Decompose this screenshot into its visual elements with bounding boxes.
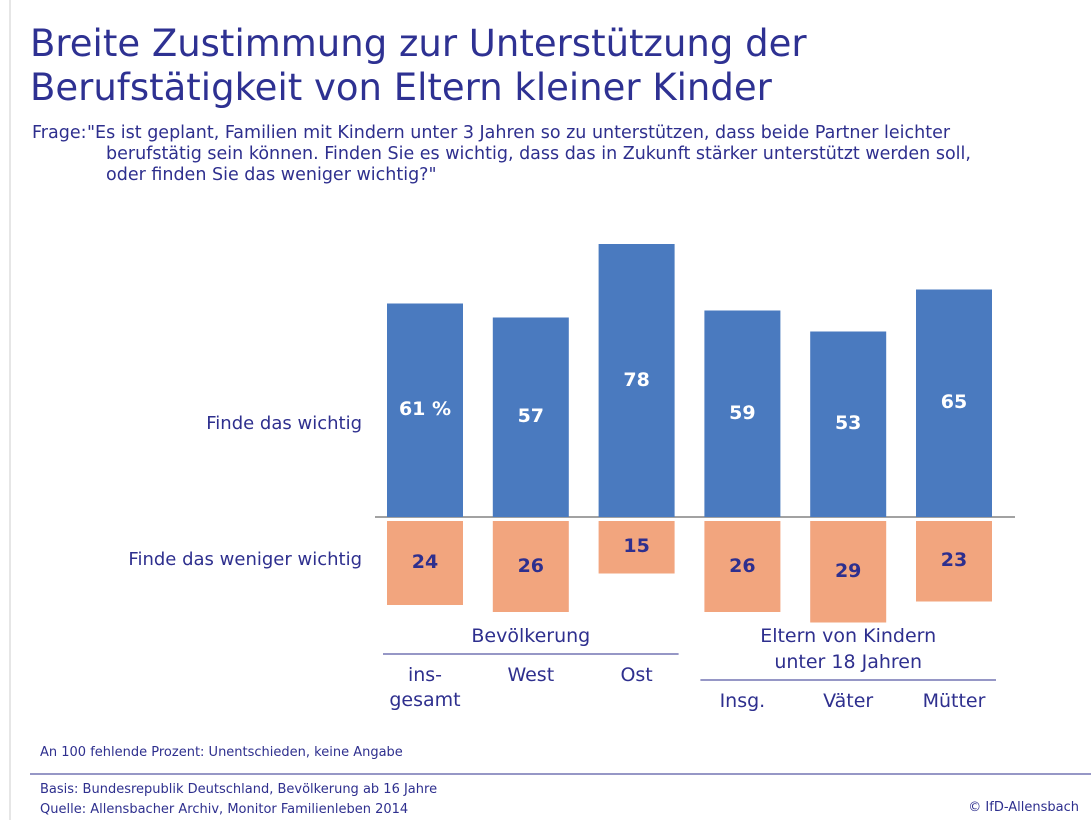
category-label: Mütter xyxy=(922,690,986,712)
value-label: 61 % xyxy=(398,398,452,421)
value-label: 53 xyxy=(834,412,862,435)
value-label: 26 xyxy=(517,554,545,577)
group-label: Bevölkerung xyxy=(471,625,591,647)
bar xyxy=(387,303,463,517)
bar xyxy=(916,521,992,602)
category-label: ins- gesamt xyxy=(389,664,461,711)
question-label: Frage: xyxy=(32,123,87,143)
bar xyxy=(387,521,463,605)
series-label: Finde das weniger wichtig xyxy=(128,549,362,570)
source: Basis: Bundesrepublik Deutschland, Bevöl… xyxy=(40,782,438,817)
bar xyxy=(598,521,675,574)
bar xyxy=(492,521,569,612)
value-label: 26 xyxy=(729,554,756,577)
value-label: 59 xyxy=(729,401,756,424)
category-label: Ost xyxy=(620,664,653,686)
question: "Es ist geplant, Familien mit Kindern un… xyxy=(87,123,971,185)
value-label: 23 xyxy=(940,549,968,572)
bar xyxy=(704,310,781,517)
bar xyxy=(598,244,675,517)
copyright: © IfD-Allensbach xyxy=(968,800,1079,815)
group-label: Eltern von Kindern unter 18 Jahren xyxy=(760,625,937,673)
category-label: Väter xyxy=(823,690,874,712)
bar xyxy=(916,289,992,517)
category-label: West xyxy=(507,664,555,686)
bar xyxy=(704,521,781,612)
value-label: 24 xyxy=(411,551,439,573)
value-label: 29 xyxy=(834,559,862,582)
bar xyxy=(810,331,887,517)
value-label: 57 xyxy=(517,405,545,428)
series-label: Finde das wichtig xyxy=(206,413,362,434)
category-label: Insg. xyxy=(719,690,766,712)
value-label: 15 xyxy=(623,535,650,558)
title: Breite Zustimmung zur Unterstützung der … xyxy=(30,22,807,109)
note: An 100 fehlende Prozent: Unentschieden, … xyxy=(40,745,403,760)
bar xyxy=(492,317,569,517)
value-label: 78 xyxy=(623,368,650,391)
bar xyxy=(810,521,887,623)
value-label: 65 xyxy=(940,391,968,414)
